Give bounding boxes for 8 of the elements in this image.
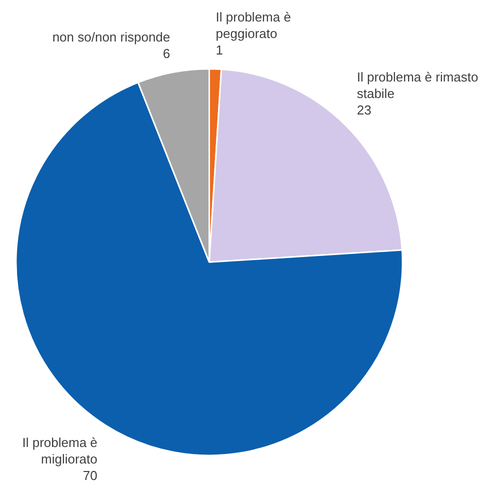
slice-label: Il problema è migliorato xyxy=(22,435,98,467)
data-label: 23 xyxy=(356,102,372,118)
slice-label: Il problema è peggiorato xyxy=(216,9,291,41)
slice-label: non so/non risponde xyxy=(52,30,170,45)
data-label: 70 xyxy=(82,468,98,484)
data-label: 6 xyxy=(162,46,170,62)
data-label: 1 xyxy=(216,42,224,58)
slice-label: Il problema è rimasto stabile xyxy=(356,69,478,101)
